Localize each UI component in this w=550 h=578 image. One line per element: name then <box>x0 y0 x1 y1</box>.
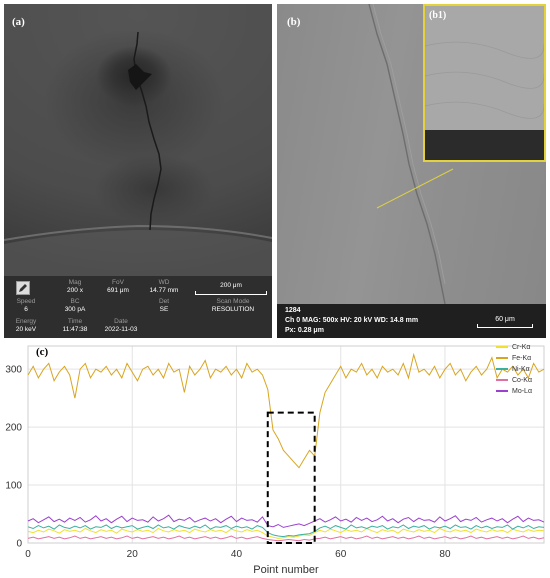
legend-swatch <box>496 379 508 382</box>
scale-bar-a: 200 μm <box>192 282 270 295</box>
inset-info-bar <box>425 130 544 160</box>
sem-panel-a: (a) Mag 200 x FoV 691 μm WD 14.77 mm 200 μm… <box>4 4 272 338</box>
series-line-0 <box>27 527 545 539</box>
series-line-2 <box>27 524 545 538</box>
series-line-1 <box>27 352 545 469</box>
legend-label: Mo-Lα <box>512 388 532 395</box>
line-scan-path <box>376 168 454 209</box>
panel-c-label: (c) <box>36 346 49 358</box>
y-tick-label: 300 <box>5 365 22 376</box>
series-line-3 <box>27 535 545 542</box>
time-field: Time 11:47:38 <box>62 318 88 333</box>
legend-swatch <box>496 346 508 349</box>
bc-field: BC 300 pA <box>64 298 86 313</box>
legend-item: Mo-Lα <box>496 388 532 395</box>
legend-swatch <box>496 390 508 393</box>
legend-item: Cr-Kα <box>496 344 530 351</box>
inset-image <box>425 41 544 119</box>
plot-frame <box>27 345 545 544</box>
mag-field: Mag 200 x <box>67 279 83 294</box>
inset-label: (b1) <box>429 10 447 21</box>
x-tick-label: 40 <box>231 549 243 560</box>
fov-field: FoV 691 μm <box>107 279 129 294</box>
wd-field: WD 14.77 mm <box>149 279 179 294</box>
sem-info-bar-a: Mag 200 x FoV 691 μm WD 14.77 mm 200 μm Spe… <box>4 276 272 338</box>
legend-swatch <box>496 357 508 360</box>
legend-label: Ni-Kα <box>512 366 530 373</box>
legend-label: Fe-Kα <box>512 355 532 362</box>
x-axis-label: Point number <box>253 564 319 576</box>
edit-icon <box>16 281 30 295</box>
x-tick-label: 60 <box>335 549 347 560</box>
x-tick-label: 20 <box>127 549 139 560</box>
y-tick-label: 100 <box>5 481 22 492</box>
legend-item: Ni-Kα <box>496 366 530 373</box>
panel-b-label: (b) <box>287 16 301 28</box>
acquisition-params: Ch 0 MAG: 500x HV: 20 kV WD: 14.8 mm <box>285 317 419 324</box>
series-line-4 <box>27 514 545 528</box>
panel-a-label: (a) <box>12 16 25 28</box>
legend-swatch <box>496 368 508 371</box>
highlight-box <box>266 411 316 544</box>
y-tick-label: 0 <box>16 539 22 550</box>
legend-label: Co-Kα <box>512 377 532 384</box>
speed-field: Speed 6 <box>16 298 36 313</box>
x-tick-label: 80 <box>439 549 451 560</box>
image-id: 1284 <box>285 307 301 314</box>
energy-field: Energy 20 keV <box>15 318 37 333</box>
x-tick-label: 0 <box>25 549 31 560</box>
eds-line-scan-chart: 0 100 200 300 0 20 40 60 80 Point number (c) Cr-K… <box>0 338 550 578</box>
chart-svg: 0 100 200 300 0 20 40 60 80 Point number <box>5 345 545 576</box>
date-field: Date 2022-11-03 <box>104 318 138 333</box>
y-tick-label: 200 <box>5 423 22 434</box>
scan-mode-field: Scan Mode RESOLUTION <box>211 298 255 313</box>
sem-image-b-features <box>368 4 454 304</box>
det-field: Det SE <box>158 298 170 313</box>
sem-info-bar-b: 1284 Ch 0 MAG: 500x HV: 20 kV WD: 14.8 m… <box>277 304 546 338</box>
sem-image-a-features <box>4 31 272 276</box>
legend-item: Fe-Kα <box>496 355 531 362</box>
inset-b1: (b1) <box>423 4 546 162</box>
scale-bar-b: 60 μm <box>475 316 535 328</box>
pixel-size: Px: 0.28 μm <box>285 327 324 334</box>
legend-item: Co-Kα <box>496 377 532 384</box>
legend-label: Cr-Kα <box>512 344 531 351</box>
sem-panel-b: (b) (b1) 1284 Ch 0 MAG: 500x HV: 20 kV W… <box>277 4 546 338</box>
